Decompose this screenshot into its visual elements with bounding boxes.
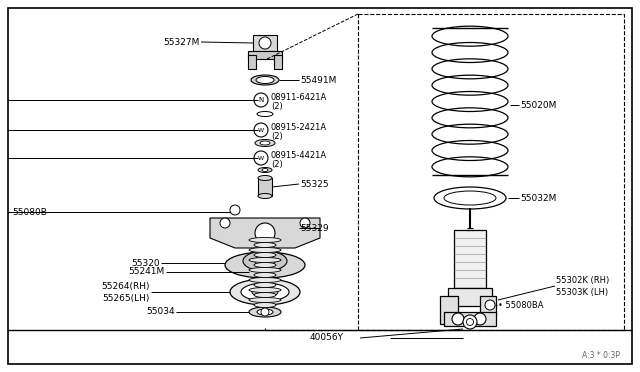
- Ellipse shape: [258, 167, 272, 173]
- Ellipse shape: [434, 187, 506, 209]
- Bar: [448, 288, 492, 306]
- Ellipse shape: [255, 140, 275, 147]
- Text: (2): (2): [271, 160, 283, 169]
- Circle shape: [260, 287, 270, 297]
- Bar: [253, 35, 277, 51]
- Ellipse shape: [249, 307, 281, 317]
- Circle shape: [463, 315, 477, 329]
- Ellipse shape: [249, 267, 281, 273]
- Circle shape: [254, 93, 268, 107]
- Ellipse shape: [255, 255, 275, 267]
- Text: 55329: 55329: [300, 224, 328, 232]
- Ellipse shape: [258, 176, 272, 180]
- Text: 55020M: 55020M: [520, 100, 556, 109]
- Ellipse shape: [257, 309, 273, 315]
- Text: 55491M: 55491M: [300, 76, 337, 84]
- Text: 55034: 55034: [147, 308, 175, 317]
- Ellipse shape: [225, 252, 305, 278]
- Text: 08911-6421A: 08911-6421A: [271, 93, 327, 102]
- Circle shape: [260, 256, 270, 266]
- Ellipse shape: [249, 278, 281, 282]
- Circle shape: [220, 218, 230, 228]
- Text: A:3 * 0:3P: A:3 * 0:3P: [582, 351, 620, 360]
- Text: 55320: 55320: [131, 259, 160, 267]
- Text: 55303K (LH): 55303K (LH): [556, 288, 608, 296]
- Text: W: W: [258, 128, 264, 132]
- Ellipse shape: [252, 287, 278, 297]
- Circle shape: [261, 308, 269, 316]
- Circle shape: [474, 313, 486, 325]
- Circle shape: [300, 218, 310, 228]
- Text: 40056Y: 40056Y: [310, 334, 344, 343]
- Ellipse shape: [254, 302, 276, 308]
- Polygon shape: [210, 218, 320, 248]
- Ellipse shape: [254, 282, 276, 288]
- Text: 55080B: 55080B: [12, 208, 47, 217]
- Bar: [258, 178, 272, 196]
- Ellipse shape: [258, 193, 272, 199]
- Circle shape: [255, 223, 275, 243]
- Circle shape: [254, 123, 268, 137]
- Text: 55264(RH): 55264(RH): [102, 282, 150, 292]
- Text: 08915-4421A: 08915-4421A: [271, 151, 327, 160]
- Ellipse shape: [249, 257, 281, 263]
- Ellipse shape: [257, 112, 273, 116]
- Circle shape: [467, 318, 474, 326]
- Bar: [440, 296, 458, 324]
- Text: 55302K (RH): 55302K (RH): [556, 276, 609, 285]
- Bar: [274, 55, 282, 69]
- Ellipse shape: [249, 247, 281, 253]
- Ellipse shape: [254, 253, 276, 257]
- Ellipse shape: [241, 283, 289, 301]
- Text: 55032M: 55032M: [520, 193, 556, 202]
- Text: (2): (2): [271, 102, 283, 110]
- Ellipse shape: [243, 251, 287, 271]
- Text: 55325: 55325: [300, 180, 328, 189]
- Circle shape: [254, 151, 268, 165]
- Text: W: W: [258, 155, 264, 160]
- Ellipse shape: [260, 141, 270, 145]
- Ellipse shape: [249, 288, 281, 292]
- Text: (2): (2): [271, 131, 283, 141]
- Ellipse shape: [254, 292, 276, 298]
- Ellipse shape: [256, 77, 274, 83]
- Bar: [454, 230, 486, 288]
- Ellipse shape: [254, 263, 276, 267]
- Bar: [248, 51, 282, 59]
- Text: • 55080BA: • 55080BA: [498, 301, 543, 310]
- Text: 08915-2421A: 08915-2421A: [271, 122, 327, 131]
- Ellipse shape: [262, 169, 268, 171]
- Ellipse shape: [254, 273, 276, 278]
- Text: N: N: [259, 97, 264, 103]
- Text: 55327M: 55327M: [164, 38, 200, 46]
- Circle shape: [259, 37, 271, 49]
- Bar: [444, 312, 496, 326]
- Bar: [480, 296, 496, 316]
- Ellipse shape: [249, 298, 281, 302]
- Circle shape: [485, 300, 495, 310]
- Bar: [248, 55, 256, 69]
- Circle shape: [452, 313, 464, 325]
- Ellipse shape: [251, 75, 279, 85]
- Ellipse shape: [254, 243, 276, 247]
- Circle shape: [230, 205, 240, 215]
- Ellipse shape: [444, 191, 496, 205]
- Ellipse shape: [230, 279, 300, 305]
- Text: 55241M: 55241M: [129, 267, 165, 276]
- Text: 55265(LH): 55265(LH): [102, 294, 150, 302]
- Ellipse shape: [249, 237, 281, 243]
- Bar: [358, 14, 624, 330]
